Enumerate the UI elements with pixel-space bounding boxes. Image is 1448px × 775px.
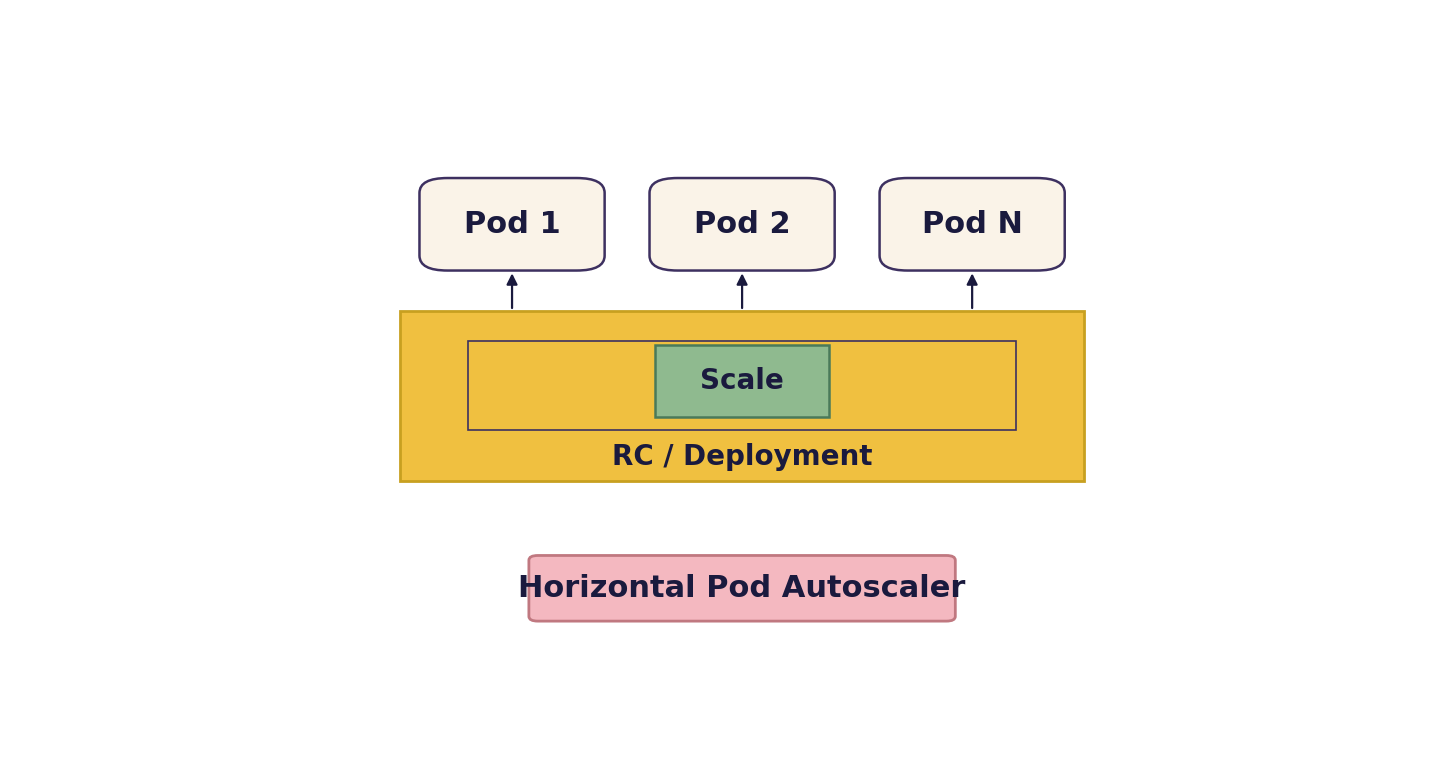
- FancyBboxPatch shape: [650, 178, 834, 270]
- Text: Scale: Scale: [701, 367, 783, 395]
- Text: Pod 2: Pod 2: [694, 210, 791, 239]
- FancyBboxPatch shape: [654, 346, 830, 417]
- Text: Pod 1: Pod 1: [463, 210, 560, 239]
- FancyBboxPatch shape: [529, 556, 956, 621]
- FancyBboxPatch shape: [420, 178, 605, 270]
- FancyBboxPatch shape: [879, 178, 1064, 270]
- FancyBboxPatch shape: [468, 342, 1016, 430]
- FancyBboxPatch shape: [400, 311, 1085, 480]
- Text: Pod N: Pod N: [922, 210, 1022, 239]
- Text: Horizontal Pod Autoscaler: Horizontal Pod Autoscaler: [518, 574, 966, 603]
- Text: RC / Deployment: RC / Deployment: [613, 443, 872, 471]
